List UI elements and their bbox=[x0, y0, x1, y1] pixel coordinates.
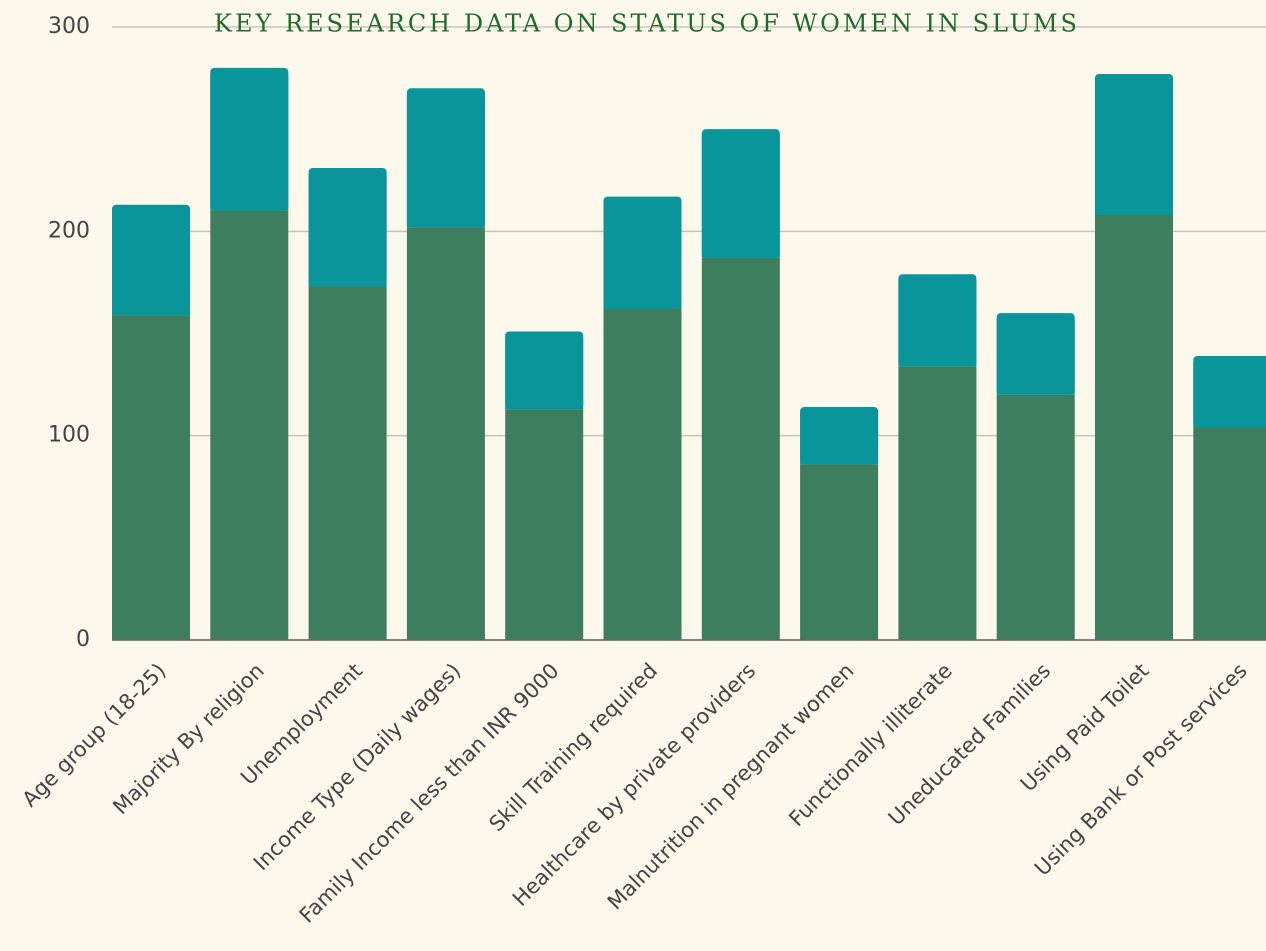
y-tick-label: 0 bbox=[76, 627, 90, 652]
y-tick-label: 300 bbox=[48, 14, 90, 39]
bar-segment-base bbox=[505, 337, 584, 410]
bar-segment bbox=[603, 308, 682, 641]
bar-segment-base bbox=[996, 319, 1075, 395]
y-tick-label: 100 bbox=[48, 423, 90, 448]
bar-segment-base bbox=[898, 280, 977, 367]
y-tick-label: 200 bbox=[48, 218, 90, 243]
bar-segment-base bbox=[603, 202, 682, 309]
bar-segment-base bbox=[701, 135, 780, 258]
bar-segment bbox=[1193, 427, 1266, 641]
bar-segment bbox=[800, 464, 879, 641]
bar-segment-base bbox=[406, 94, 485, 228]
bar-segment-base bbox=[800, 413, 879, 465]
chart-title: KEY RESEARCH DATA ON STATUS OF WOMEN IN … bbox=[214, 10, 1080, 38]
bar-segment bbox=[996, 394, 1075, 641]
bar-segment bbox=[505, 409, 584, 641]
bar-segment bbox=[210, 210, 289, 641]
x-tick-label: Skill Training required bbox=[484, 659, 662, 837]
x-tick-label: Income Type (Daily wages) bbox=[249, 659, 466, 876]
x-tick-label: Uneducated Families bbox=[884, 659, 1056, 831]
bar-segment bbox=[701, 257, 780, 641]
bar-segment-base bbox=[1193, 361, 1266, 428]
bar-segment bbox=[112, 315, 190, 641]
bar-segment-base bbox=[210, 73, 289, 211]
x-tick-label: Using Bank or Post services bbox=[1030, 659, 1252, 881]
bar-segment-base bbox=[112, 210, 190, 316]
x-tick-label: Functionally illiterate bbox=[784, 659, 957, 832]
bar-segment bbox=[1095, 214, 1173, 641]
bar-segment bbox=[406, 227, 485, 641]
bar-segment-base bbox=[308, 173, 387, 287]
bar-segment bbox=[898, 366, 977, 641]
bar-segment-base bbox=[1095, 79, 1173, 215]
bar-segment bbox=[308, 286, 387, 641]
